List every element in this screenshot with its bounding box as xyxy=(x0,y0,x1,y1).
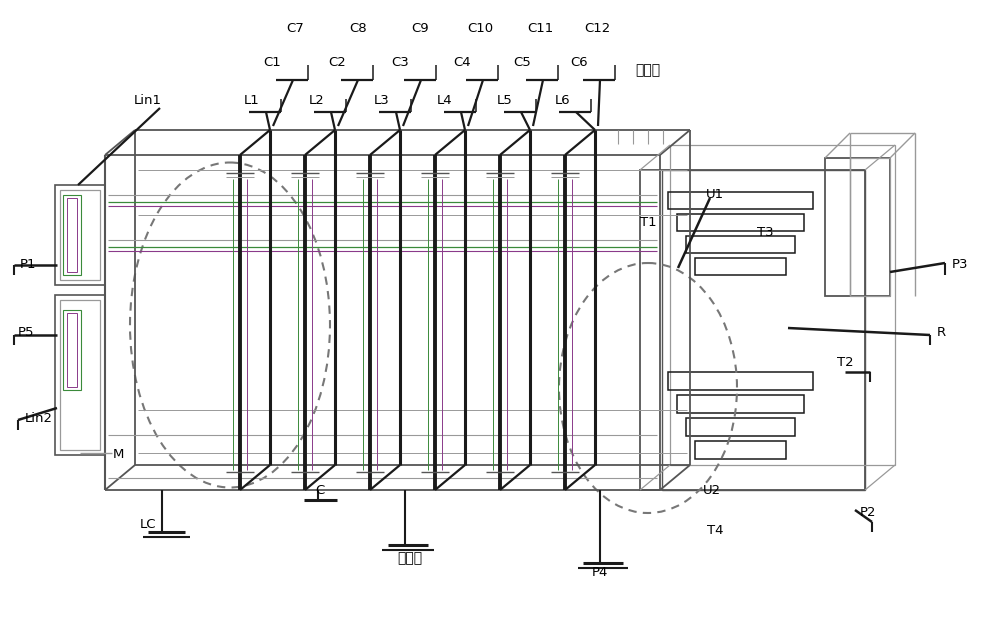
Text: C2: C2 xyxy=(328,56,346,69)
Text: C11: C11 xyxy=(527,21,553,34)
Text: T1: T1 xyxy=(640,215,656,228)
Text: L4: L4 xyxy=(437,94,453,107)
Text: P1: P1 xyxy=(20,258,36,271)
Text: Lin1: Lin1 xyxy=(134,94,162,107)
Text: P2: P2 xyxy=(860,505,876,519)
Text: P3: P3 xyxy=(952,258,968,271)
Text: C10: C10 xyxy=(467,21,493,34)
Text: C: C xyxy=(315,484,325,497)
Text: T3: T3 xyxy=(757,225,773,238)
Text: T2: T2 xyxy=(837,356,853,369)
Bar xyxy=(640,170,865,490)
Bar xyxy=(60,190,100,280)
Text: LC: LC xyxy=(140,517,156,530)
Bar xyxy=(67,198,77,272)
Bar xyxy=(668,372,813,390)
Text: C6: C6 xyxy=(570,56,588,69)
Text: L3: L3 xyxy=(374,94,390,107)
Bar xyxy=(60,300,100,450)
Bar xyxy=(668,192,813,209)
Text: C1: C1 xyxy=(263,56,281,69)
Text: C5: C5 xyxy=(513,56,531,69)
Text: Lin2: Lin2 xyxy=(25,411,53,424)
Bar xyxy=(670,145,895,465)
Text: U1: U1 xyxy=(706,188,724,202)
Text: T4: T4 xyxy=(707,524,723,537)
Text: L2: L2 xyxy=(309,94,325,107)
Bar xyxy=(850,158,890,296)
Text: U2: U2 xyxy=(703,484,721,497)
Bar xyxy=(695,258,786,275)
Bar xyxy=(55,295,105,455)
Text: M: M xyxy=(112,449,124,462)
Text: 接地板: 接地板 xyxy=(397,551,423,565)
Text: C7: C7 xyxy=(286,21,304,34)
Text: R: R xyxy=(937,326,946,338)
Bar xyxy=(677,214,804,231)
Text: L5: L5 xyxy=(497,94,513,107)
Text: C12: C12 xyxy=(584,21,610,34)
Bar xyxy=(63,310,81,390)
Text: C9: C9 xyxy=(411,21,429,34)
Bar xyxy=(677,395,804,413)
Bar xyxy=(55,185,105,285)
Text: P4: P4 xyxy=(592,565,608,578)
Bar xyxy=(63,195,81,275)
Text: L1: L1 xyxy=(244,94,260,107)
Text: C4: C4 xyxy=(453,56,471,69)
Text: C3: C3 xyxy=(391,56,409,69)
Text: P5: P5 xyxy=(18,326,34,339)
Bar xyxy=(686,236,795,253)
Bar xyxy=(825,158,890,296)
Text: L6: L6 xyxy=(555,94,571,107)
Bar xyxy=(67,313,77,387)
Text: C8: C8 xyxy=(349,21,367,34)
Bar xyxy=(662,170,865,490)
Text: 接地板: 接地板 xyxy=(635,63,661,77)
Bar xyxy=(686,418,795,436)
Bar xyxy=(695,441,786,459)
